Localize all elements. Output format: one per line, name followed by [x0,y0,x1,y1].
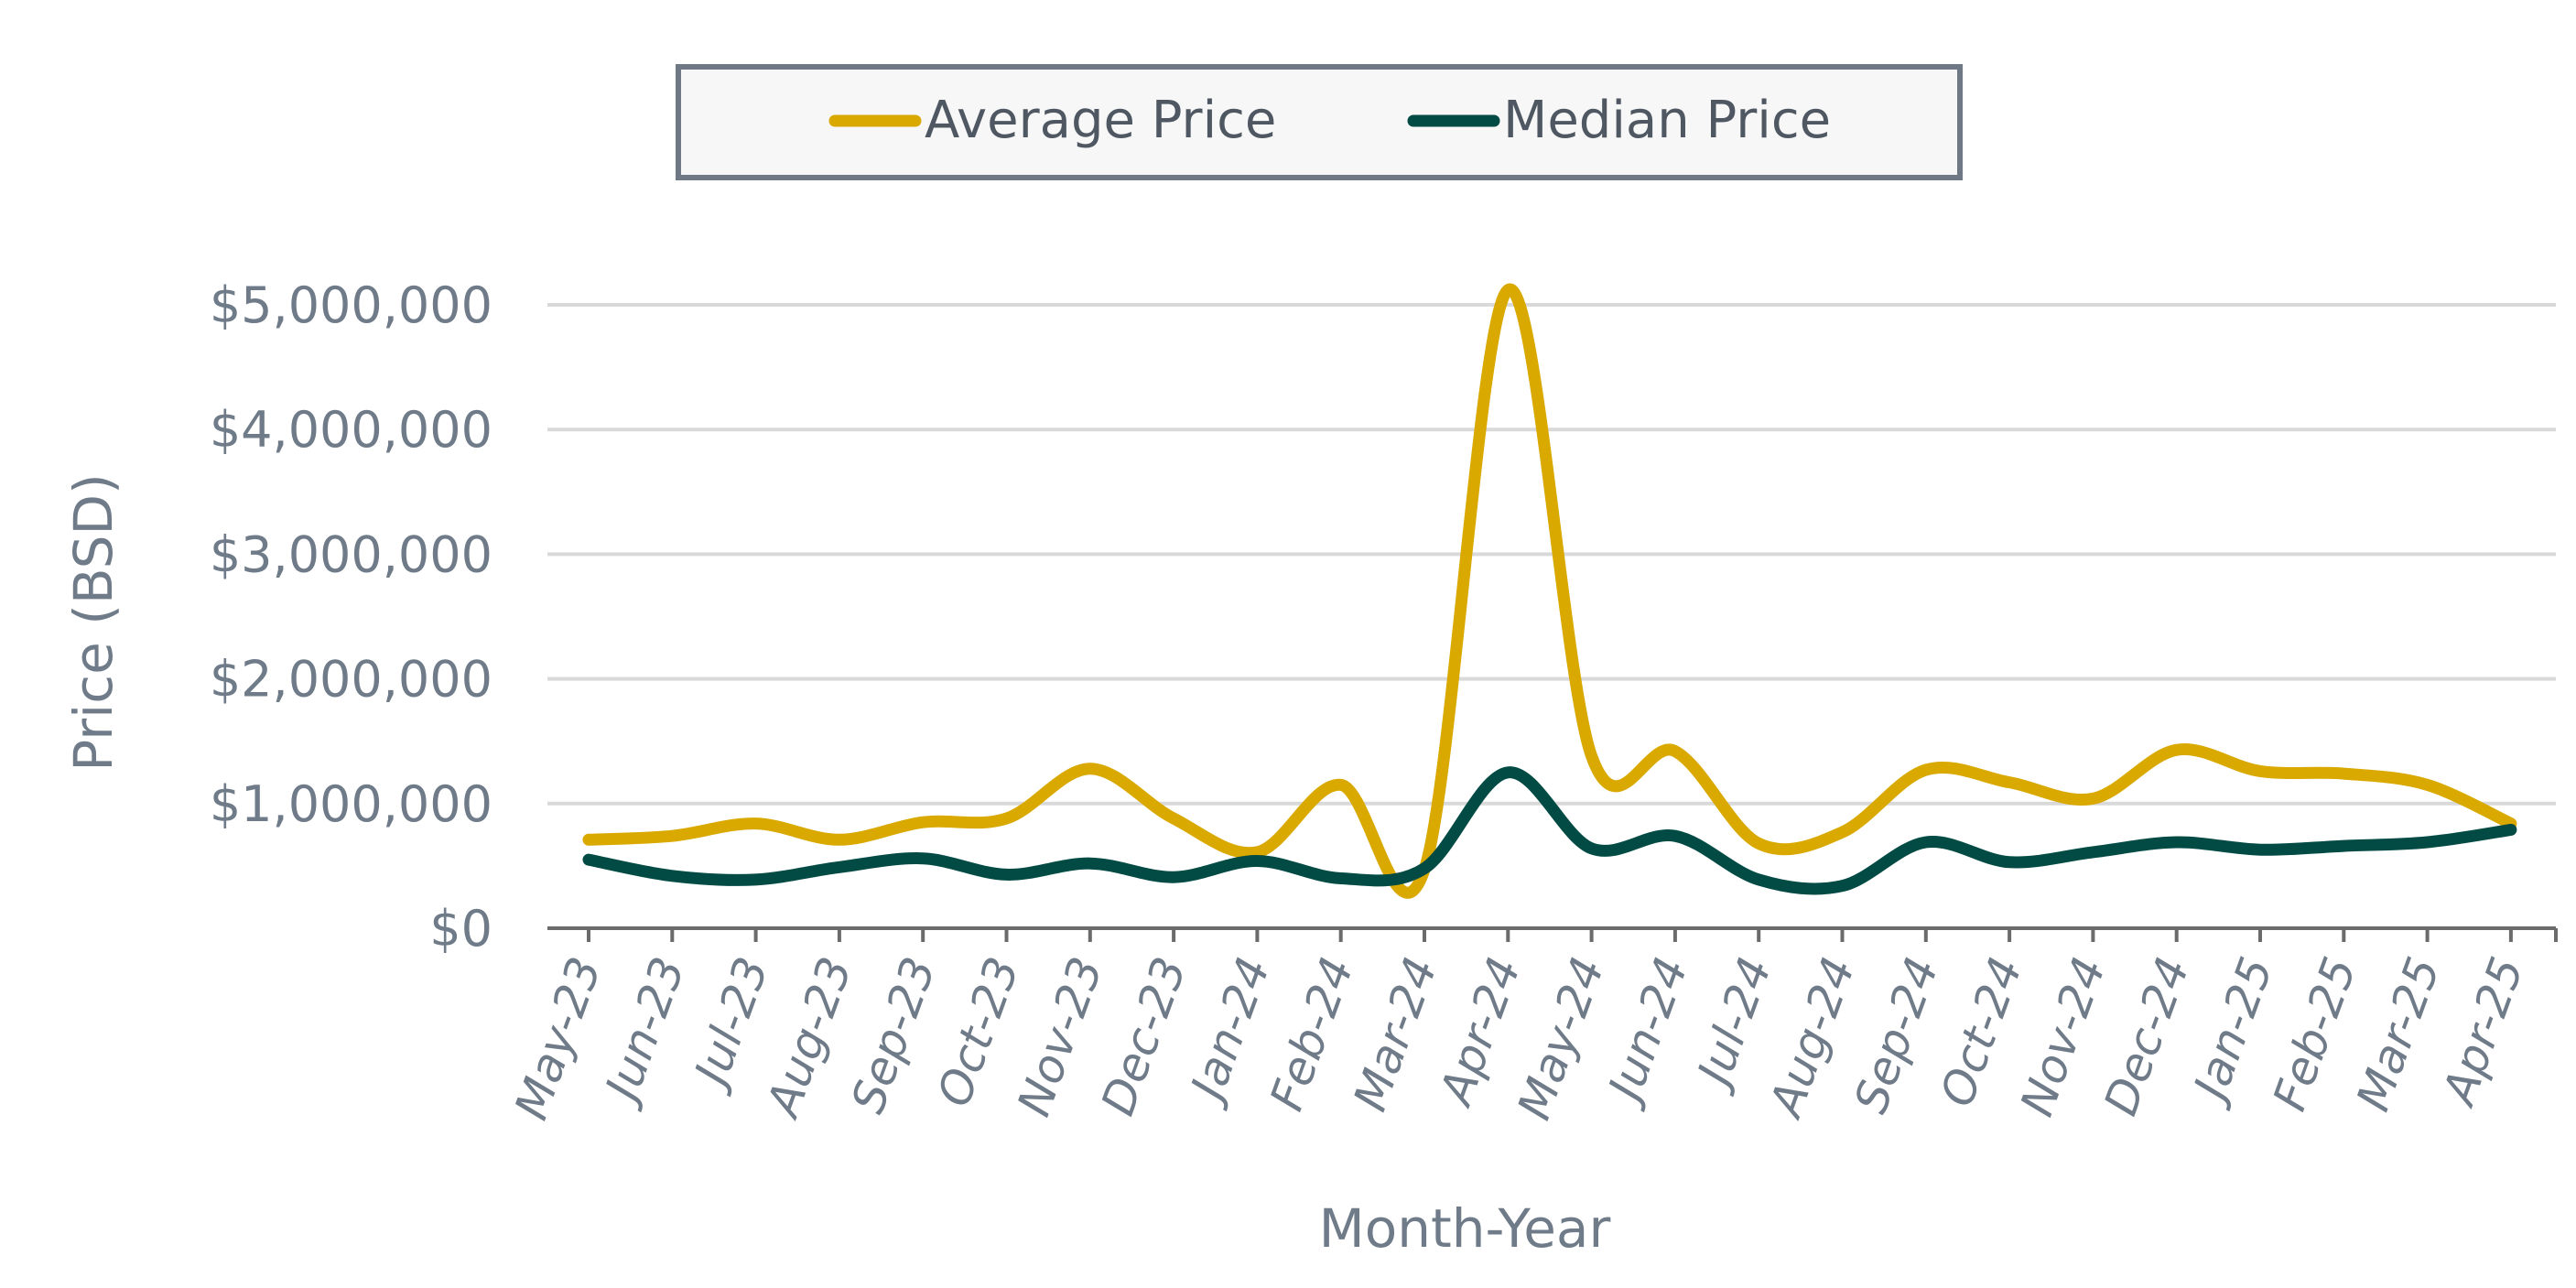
data-point-median-price [583,854,594,865]
data-point-median-price [1670,830,1681,841]
data-point-median-price [1586,843,1597,854]
data-point-average-price [1837,827,1848,838]
y-axis-tick-labels: $0 $1,000,000 $2,000,000 $3,000,000 $4,000,0… [210,276,492,958]
legend-label-median: Median Price [1503,91,1831,150]
x-tick-label: May-23 [504,950,612,1126]
legend: Average Price Median Price [676,64,1963,180]
series-lines [582,283,2517,899]
data-point-average-price [1753,838,1764,849]
data-point-median-price [666,871,677,882]
data-point-average-price [1586,751,1597,762]
data-point-average-price [2255,765,2266,776]
data-point-average-price [1085,763,1096,774]
data-point-average-price [583,834,594,845]
data-point-average-price [834,834,845,845]
x-tick-label: Jul-24 [1684,950,1781,1099]
gridlines [547,303,2556,806]
data-point-median-price [2004,857,2015,868]
data-point-median-price [2255,844,2266,855]
data-point-median-price [1001,869,1012,880]
data-point-median-price [2338,840,2349,851]
data-point-average-price [1336,779,1347,790]
data-point-median-price [1419,863,1430,874]
data-point-average-price [1168,813,1179,824]
y-tick-label: $3,000,000 [210,525,492,583]
data-point-average-price [1001,813,1012,824]
x-axis [547,926,2558,942]
series-line-average-price [582,283,2517,899]
legend-item-median[interactable]: Median Price [1407,91,1831,150]
legend-item-average[interactable]: Average Price [828,91,1276,150]
legend-label-average: Average Price [925,91,1276,150]
data-point-average-price [2004,777,2015,788]
data-point-median-price [2422,837,2433,848]
x-tick-label: Jul-23 [682,950,779,1099]
data-point-average-price [2171,744,2182,755]
data-point-median-price [2171,837,2182,848]
data-point-median-price [2506,824,2516,835]
data-point-median-price [1753,874,1764,885]
data-point-average-price [2087,793,2098,804]
data-point-median-price [1168,871,1179,882]
data-point-average-price [1921,764,1932,775]
data-point-median-price [1502,767,1513,778]
data-point-median-price [1837,881,1848,892]
data-point-average-price [1670,746,1681,757]
data-point-median-price [1085,858,1096,869]
x-axis-tick-labels: May-23Jun-23Jul-23Aug-23Sep-23Oct-23Nov-… [504,950,2534,1126]
data-point-average-price [2338,768,2349,779]
data-point-median-price [751,874,762,885]
data-point-median-price [917,853,928,864]
data-point-median-price [2087,847,2098,858]
data-point-average-price [2422,779,2433,790]
y-tick-label: $4,000,000 [210,401,492,459]
y-tick-label: $5,000,000 [210,276,492,334]
data-point-median-price [1921,837,1932,848]
y-axis-title: Price (BSD) [62,473,124,771]
data-point-average-price [1502,285,1513,296]
data-point-median-price [834,861,845,872]
data-point-median-price [1336,873,1347,884]
data-point-average-price [917,817,928,828]
y-tick-label: $0 [429,900,492,958]
data-point-average-price [751,818,762,829]
y-tick-label: $1,000,000 [210,775,492,833]
x-axis-title: Month-Year [1319,1197,1611,1260]
data-point-average-price [666,830,677,841]
data-point-median-price [1251,855,1262,866]
y-tick-label: $2,000,000 [210,651,492,709]
series-line-median-price [582,766,2517,895]
